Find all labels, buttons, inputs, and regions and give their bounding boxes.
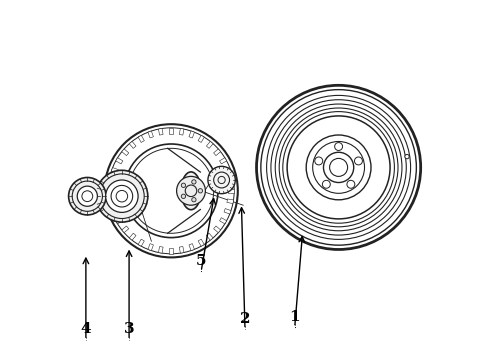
Ellipse shape <box>181 172 201 210</box>
Circle shape <box>192 198 196 202</box>
Polygon shape <box>179 129 184 135</box>
Polygon shape <box>116 158 123 164</box>
Circle shape <box>198 189 202 193</box>
Circle shape <box>181 194 186 198</box>
Text: 5: 5 <box>196 254 206 268</box>
Circle shape <box>322 180 330 188</box>
Polygon shape <box>214 226 220 233</box>
Polygon shape <box>138 239 145 246</box>
Polygon shape <box>227 178 234 183</box>
Text: 3: 3 <box>124 323 134 336</box>
Polygon shape <box>189 244 195 251</box>
Circle shape <box>106 180 138 212</box>
Circle shape <box>181 183 186 188</box>
Polygon shape <box>224 208 231 214</box>
Circle shape <box>176 176 205 205</box>
Polygon shape <box>111 208 119 214</box>
Polygon shape <box>228 189 234 193</box>
Circle shape <box>192 180 196 184</box>
Polygon shape <box>220 158 227 164</box>
Circle shape <box>69 177 106 215</box>
Polygon shape <box>214 149 220 156</box>
Polygon shape <box>109 178 116 183</box>
Polygon shape <box>148 131 153 138</box>
Polygon shape <box>111 167 119 173</box>
Polygon shape <box>179 247 184 253</box>
Polygon shape <box>189 131 195 138</box>
Polygon shape <box>122 149 129 156</box>
Polygon shape <box>206 141 213 148</box>
Text: 4: 4 <box>80 323 91 336</box>
Polygon shape <box>122 226 129 233</box>
Polygon shape <box>220 218 227 224</box>
Polygon shape <box>109 199 116 203</box>
Circle shape <box>208 166 235 194</box>
Polygon shape <box>170 128 173 134</box>
Circle shape <box>405 154 409 159</box>
Polygon shape <box>158 129 163 135</box>
Text: 1: 1 <box>290 310 300 324</box>
Polygon shape <box>129 233 136 240</box>
Circle shape <box>96 170 148 222</box>
Polygon shape <box>198 135 204 143</box>
Polygon shape <box>108 189 114 193</box>
Text: 2: 2 <box>240 312 250 325</box>
Circle shape <box>77 186 98 206</box>
Polygon shape <box>116 218 123 224</box>
Circle shape <box>354 157 363 165</box>
Polygon shape <box>206 233 213 240</box>
Circle shape <box>335 143 343 150</box>
Circle shape <box>347 180 355 188</box>
Polygon shape <box>158 247 163 253</box>
Polygon shape <box>224 167 231 173</box>
Polygon shape <box>138 135 145 143</box>
Polygon shape <box>129 141 136 148</box>
Circle shape <box>315 157 323 165</box>
Polygon shape <box>227 199 234 203</box>
Polygon shape <box>198 239 204 246</box>
Polygon shape <box>170 248 173 254</box>
Polygon shape <box>148 244 153 251</box>
